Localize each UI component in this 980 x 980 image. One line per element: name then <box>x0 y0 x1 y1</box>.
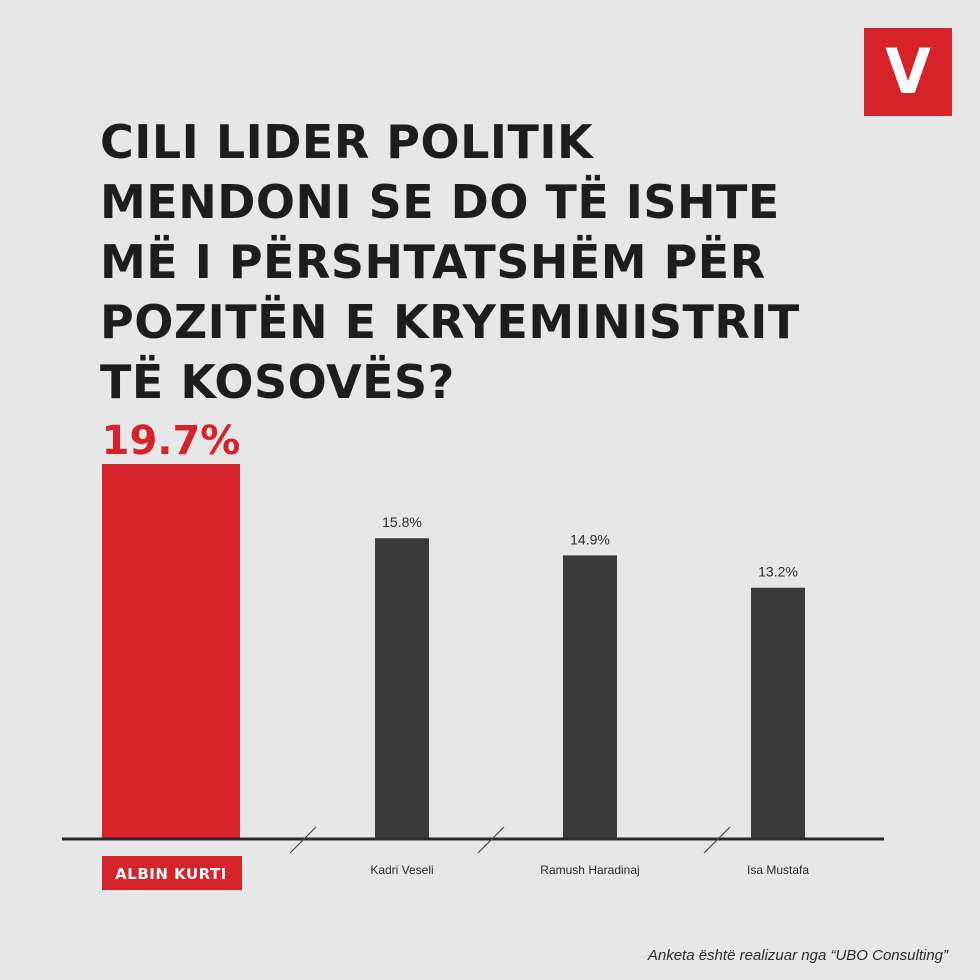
bar <box>375 538 429 839</box>
value-label: 13.2% <box>758 564 798 580</box>
axis-break-mark <box>477 826 505 854</box>
category-label-highlight: ALBIN KURTI <box>115 865 227 883</box>
bar-highlight <box>102 464 240 839</box>
category-label: Isa Mustafa <box>747 863 809 877</box>
category-label: Ramush Haradinaj <box>540 863 639 877</box>
source-note: Anketa është realizuar nga “UBO Consulti… <box>647 947 948 964</box>
axis-break-mark <box>703 826 731 854</box>
logo-letter: V <box>885 35 931 108</box>
value-label: 15.8% <box>382 514 422 530</box>
value-label: 14.9% <box>570 531 610 547</box>
category-label-badge <box>102 856 242 890</box>
chart-title: CILI LIDER POLITIK MENDONI SE DO TË ISHT… <box>100 115 800 409</box>
bar <box>563 555 617 839</box>
axis-break-mark <box>289 826 317 854</box>
category-label: Kadri Veseli <box>370 863 433 877</box>
brand-logo: V <box>864 28 952 116</box>
value-label-highlight: 19.7% <box>102 418 241 464</box>
bar <box>751 587 805 839</box>
